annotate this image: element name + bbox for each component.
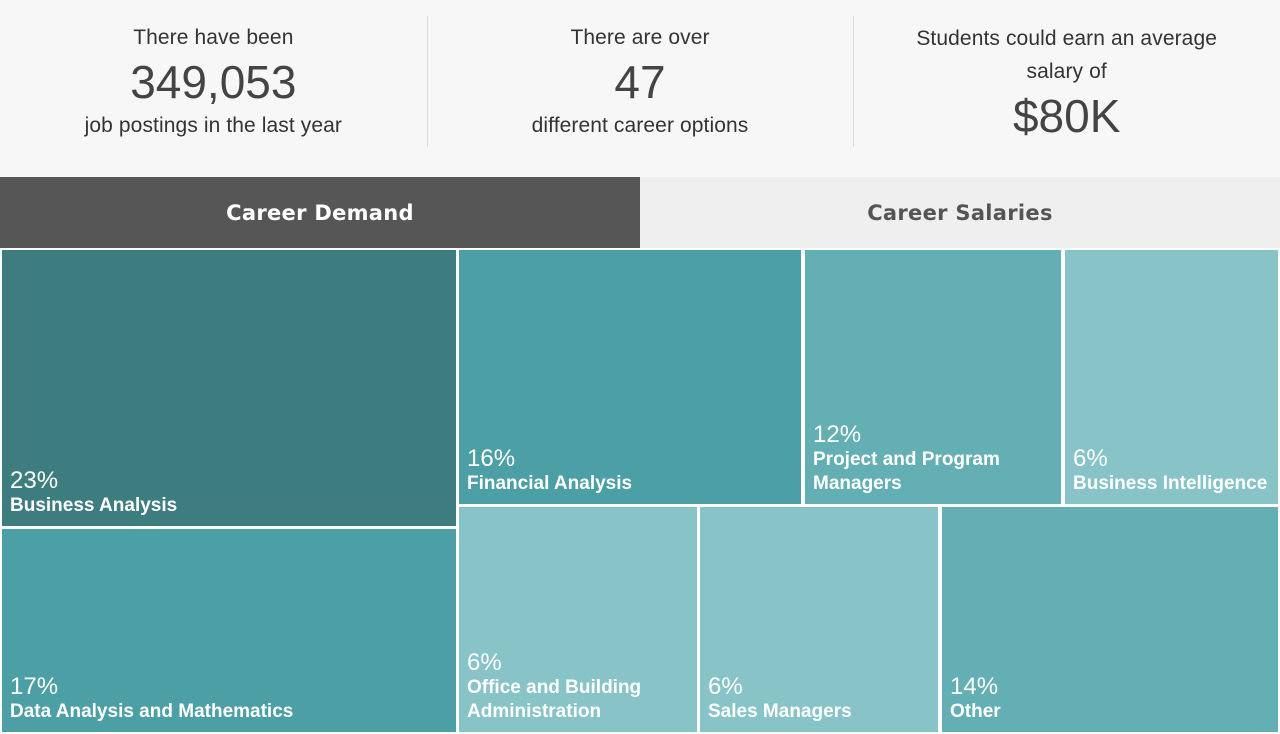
stat-value: $80K <box>1012 90 1121 142</box>
tile-percentage: 14% <box>950 673 999 700</box>
treemap-tile-project-and-program-managers[interactable]: 12% Project and Program Managers <box>805 250 1061 504</box>
stat-value: 47 <box>614 56 666 108</box>
stat-career-options: There are over 47 different career optio… <box>426 0 854 177</box>
treemap-tile-business-intelligence[interactable]: 6% Business Intelligence <box>1065 250 1278 504</box>
tile-label: Sales Managers <box>708 701 852 722</box>
tile-percentage: 16% <box>467 445 516 472</box>
tile-label: Financial Analysis <box>467 473 633 494</box>
stats-bar: There have been 349,053 job postings in … <box>0 0 1280 177</box>
tile-label: Office and Building Administration <box>467 677 642 722</box>
tab-bar: Career Demand Career Salaries <box>0 177 1280 248</box>
treemap-tile-financial-analysis[interactable]: 16% Financial Analysis <box>459 250 801 504</box>
tile-percentage: 12% <box>813 421 862 448</box>
stat-job-postings: There have been 349,053 job postings in … <box>0 0 427 177</box>
stat-caption-bottom: job postings in the last year <box>84 114 343 137</box>
stat-average-salary: Students could earn an average salary of… <box>853 0 1280 177</box>
treemap-tile-office-and-building-administration[interactable]: 6% Office and Building Administration <box>459 507 697 732</box>
tile-percentage: 23% <box>10 467 59 494</box>
treemap-tile-data-analysis-and-mathematics[interactable]: 17% Data Analysis and Mathematics <box>2 529 456 732</box>
tile-label: Data Analysis and Mathematics <box>10 701 294 722</box>
career-demand-treemap: 23% Business Analysis 17% Data Analysis and… <box>0 248 1280 734</box>
tile-percentage: 17% <box>10 673 59 700</box>
stat-caption-top: Students could earn an average salary of <box>916 27 1218 83</box>
tab-career-demand[interactable]: Career Demand <box>0 177 640 248</box>
treemap-tile-business-analysis[interactable]: 23% Business Analysis <box>2 250 456 526</box>
tile-percentage: 6% <box>1073 445 1108 472</box>
tab-career-salaries[interactable]: Career Salaries <box>640 177 1280 248</box>
stat-caption-bottom: different career options <box>531 114 749 137</box>
treemap-tile-other[interactable]: 14% Other <box>942 507 1278 732</box>
tile-label: Business Intelligence <box>1073 473 1268 494</box>
stat-caption-top: There are over <box>570 26 710 49</box>
tile-label: Project and Program Managers <box>813 449 1000 494</box>
tile-label: Business Analysis <box>10 495 178 516</box>
tile-percentage: 6% <box>708 673 743 700</box>
stat-value: 349,053 <box>130 56 297 108</box>
stat-caption-top: There have been <box>133 26 294 49</box>
treemap-tile-sales-managers[interactable]: 6% Sales Managers <box>700 507 938 732</box>
tile-percentage: 6% <box>467 649 502 676</box>
tile-label: Other <box>950 701 1001 722</box>
